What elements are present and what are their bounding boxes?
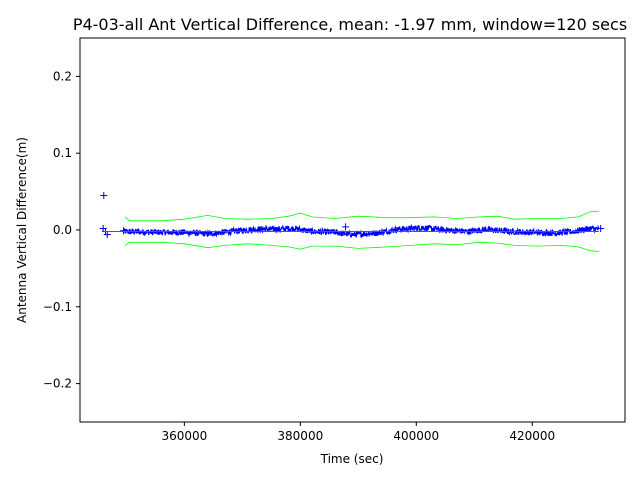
data-point [119, 227, 127, 235]
confidence-bands [124, 211, 599, 252]
x-tick-label: 400000 [393, 429, 439, 443]
y-tick-label: 0.1 [53, 146, 72, 160]
x-tick-label: 360000 [161, 429, 207, 443]
data-point [342, 223, 350, 231]
y-tick-label: 0.0 [53, 223, 72, 237]
y-axis-label: Antenna Vertical Difference(m) [15, 137, 29, 323]
data-point [597, 224, 605, 232]
x-axis-ticks: 360000 380000 400000 420000 [161, 422, 555, 443]
y-tick-label: 0.2 [53, 69, 72, 83]
x-tick-label: 420000 [509, 429, 555, 443]
lower-band-line [124, 241, 599, 252]
upper-band-line [124, 211, 599, 222]
chart-title: P4-03-all Ant Vertical Difference, mean:… [73, 15, 627, 34]
data-point [103, 231, 111, 239]
x-axis-label: Time (sec) [320, 452, 384, 466]
y-axis-ticks: −0.2 −0.1 0.0 0.1 0.2 [43, 69, 80, 391]
x-tick-label: 380000 [277, 429, 323, 443]
data-point [100, 191, 108, 199]
y-tick-label: −0.1 [43, 300, 72, 314]
y-tick-label: −0.2 [43, 377, 72, 391]
plot-area [79, 37, 626, 423]
plot-background [80, 38, 625, 422]
data-trace [122, 224, 600, 238]
